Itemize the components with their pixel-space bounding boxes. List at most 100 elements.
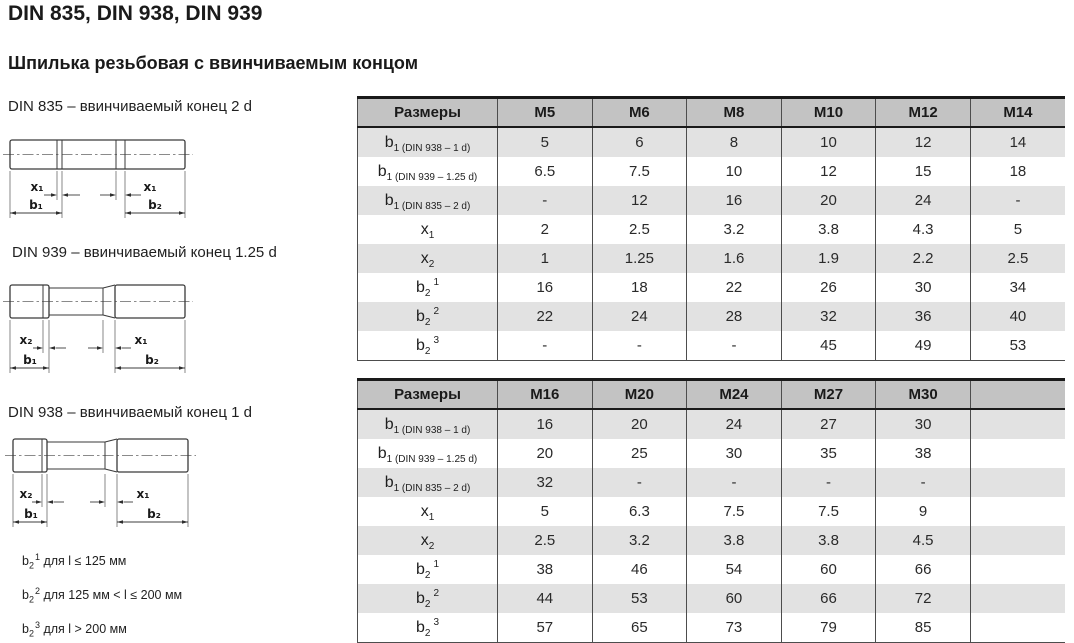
stud-nut-end [116,438,189,473]
stud-drawing-din835: x₁ x₁ b₁ b₂ [3,139,193,218]
value-cell: 2.5 [591,215,687,244]
value-cell [969,409,1065,439]
row-label: b1 (DIN 939 – 1.25 d) [357,439,498,468]
value-cell: 49 [875,331,971,361]
value-cell: 35 [780,439,876,468]
value-cell: 9 [875,497,971,526]
value-cell: - [969,186,1065,215]
value-cell: - [591,331,687,361]
page-title: DIN 835, DIN 938, DIN 939 [8,2,263,25]
column-header-empty [969,378,1065,410]
value-cell: - [686,331,782,361]
value-cell: 20 [591,409,687,439]
value-cell: 18 [591,273,687,302]
row-label: x2 [357,244,498,273]
dim-label-x-left: x₁ [31,180,44,194]
value-cell: 2.5 [497,526,593,555]
stud-drawing-din939: x₂ x₁ b₁ b₂ [3,284,193,373]
value-cell: - [780,468,876,497]
column-header-m6: M6 [591,96,687,128]
column-header-m5: M5 [497,96,593,128]
value-cell: 7.5 [780,497,876,526]
dim-label-b1: b₁ [24,507,38,521]
value-cell: 24 [875,186,971,215]
value-cell: 46 [591,555,687,584]
dim-label-x-right: x₁ [135,333,148,347]
row-label: b1 (DIN 939 – 1.25 d) [357,157,498,186]
dim-label-b2: b₂ [147,507,161,521]
value-cell: 7.5 [591,157,687,186]
table-row: b23- - -45 49 53 [357,331,1065,361]
column-header-размеры: Размеры [357,378,498,410]
value-cell: 4.5 [875,526,971,555]
value-cell: 38 [875,439,971,468]
value-cell: 14 [969,127,1065,157]
footnote-b2-2: b22 для 125 мм < l ≤ 200 мм [22,586,183,605]
value-cell: 22 [686,273,782,302]
table-row: b1 (DIN 938 – 1 d) 16 20 24 27 30 [357,409,1065,439]
footnote-b2-3: b23 для l > 200 мм [22,620,127,639]
table-row: b1 (DIN 939 – 1.25 d) 6.5 7.5 10 12 15 18 [357,157,1065,186]
column-header-m30: M30 [875,378,971,410]
column-header-m12: M12 [875,96,971,128]
value-cell: 73 [686,613,782,643]
value-cell: 54 [686,555,782,584]
value-cell: 16 [686,186,782,215]
stud-nut-end [114,284,186,319]
value-cell: 16 [497,409,593,439]
row-label: b1 (DIN 938 – 1 d) [357,127,498,157]
row-label: x1 [357,215,498,244]
column-header-m24: M24 [686,378,782,410]
size-table-m5-m14: Размеры M5 M6 M8 M10 M12 M14 b1 (DIN 938 – 1 d)… [357,96,1065,361]
table-header-row: Размеры M16 M20 M24 M27 M30 [357,378,1065,410]
dim-label-b1: b₁ [29,198,43,212]
table-row: b1 (DIN 835 – 2 d) -12 16 20 24- [357,186,1065,215]
page-subtitle: Шпилька резьбовая с ввинчиваемым концом [8,53,419,73]
value-cell: 16 [497,273,593,302]
value-cell: 30 [875,409,971,439]
value-cell [969,526,1065,555]
row-label: b1 (DIN 835 – 2 d) [357,468,498,497]
value-cell: 2.5 [969,244,1065,273]
table-row: b22 22 24 28 32 36 40 [357,302,1065,331]
value-cell: 24 [686,409,782,439]
value-cell: 28 [686,302,782,331]
table-row: x1 5 6.3 7.5 7.5 9 [357,497,1065,526]
table-row: b22 44 53 60 66 72 [357,584,1065,613]
value-cell: 15 [875,157,971,186]
value-cell: 6 [591,127,687,157]
value-cell: 7.5 [686,497,782,526]
row-label: b21 [357,555,498,584]
value-cell: 12 [780,157,876,186]
value-cell: 60 [780,555,876,584]
value-cell: 26 [780,273,876,302]
table-row: b21 38 46 54 60 66 [357,555,1065,584]
value-cell: 3.8 [686,526,782,555]
value-cell: 53 [969,331,1065,361]
stud-drawing-din938: x₂ x₁ b₁ b₂ [5,438,196,527]
value-cell [969,468,1065,497]
value-cell [969,613,1065,643]
value-cell: 53 [591,584,687,613]
value-cell: 65 [591,613,687,643]
column-header-размеры: Размеры [357,96,498,128]
value-cell: 5 [497,497,593,526]
table-row: b23 57 65 73 79 85 [357,613,1065,643]
row-label: x2 [357,526,498,555]
value-cell: 66 [780,584,876,613]
value-cell: 3.2 [591,526,687,555]
value-cell: 20 [497,439,593,468]
value-cell: 60 [686,584,782,613]
value-cell: 25 [591,439,687,468]
size-table-m16-m30: Размеры M16 M20 M24 M27 M30 b1 (DIN 938 – 1 d)… [357,378,1065,643]
value-cell: 3.8 [780,526,876,555]
value-cell: 1.9 [780,244,876,273]
value-cell: 3.2 [686,215,782,244]
value-cell: 30 [686,439,782,468]
row-label: b1 (DIN 938 – 1 d) [357,409,498,439]
value-cell: 5 [497,127,593,157]
drawing-caption-din939: DIN 939 – ввинчиваемый конец 1.25 d [12,244,277,261]
dim-label-x-left: x₂ [20,487,33,501]
column-header-m8: M8 [686,96,782,128]
